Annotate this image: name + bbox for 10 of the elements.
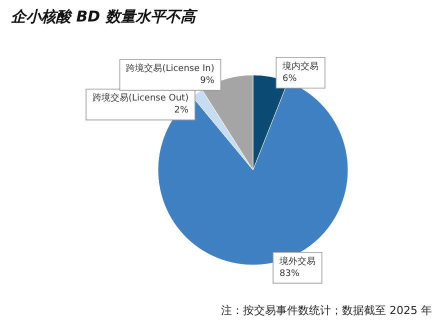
slice-label: 境内交易 [282, 60, 319, 72]
slice-label: 境外交易 [278, 256, 316, 267]
slice-label: 跨境交易(License In) [126, 62, 214, 74]
data-label: 9% [200, 76, 215, 86]
slice-label: 跨境交易(License Out) [92, 92, 189, 104]
data-label: 83% [279, 268, 300, 279]
data-label: 6% [282, 74, 298, 84]
data-label: 2% [174, 106, 190, 116]
text: 注：按交易事件数统计；数据截至 2025 年 [221, 304, 432, 317]
chart-title: 企小核酸 BD 数量水平不高 [11, 8, 198, 26]
